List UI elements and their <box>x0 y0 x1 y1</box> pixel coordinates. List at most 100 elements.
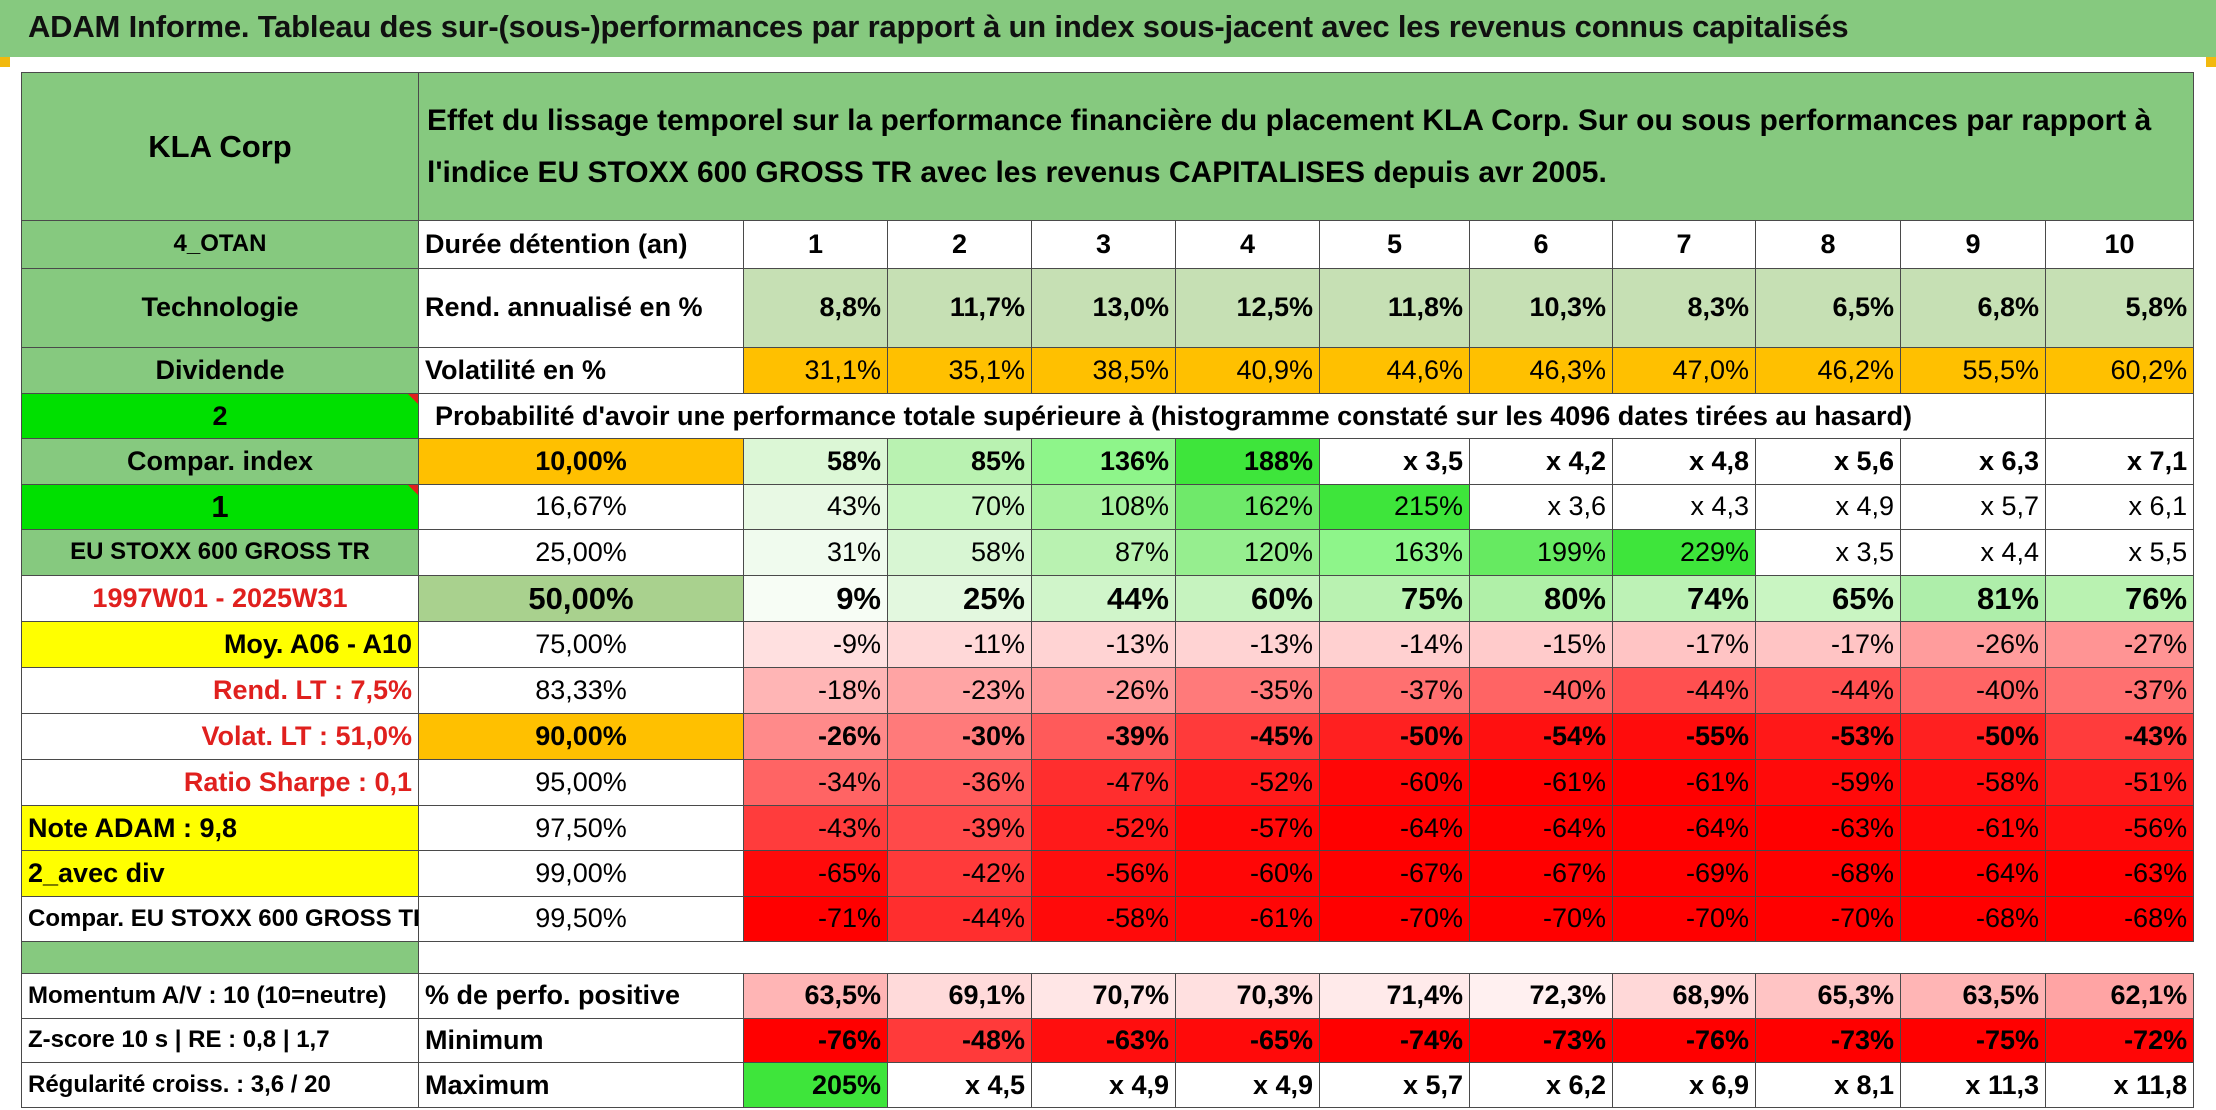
regularite-label: Régularité croiss. : 3,6 / 20 <box>21 1062 419 1108</box>
prob-value: -67% <box>1469 850 1613 898</box>
year-header: 8 <box>1755 220 1901 269</box>
prob-value: 76% <box>2044 574 2195 623</box>
left-label-compar-index: Compar. index <box>21 437 419 485</box>
prob-value: 65% <box>1755 574 1901 623</box>
pos-value: 71,4% <box>1319 973 1470 1019</box>
prob-value: 215% <box>1319 483 1470 531</box>
prob-value: -44% <box>1755 666 1901 714</box>
prob-value: 58% <box>887 529 1032 576</box>
prob-value: -39% <box>1031 712 1176 761</box>
prob-value: 229% <box>1612 529 1756 576</box>
percentile: 99,50% <box>418 896 744 942</box>
prob-value: -26% <box>1031 666 1176 714</box>
max-value: x 6,9 <box>1612 1062 1756 1108</box>
prob-value: -44% <box>887 896 1032 942</box>
max-value: x 4,5 <box>887 1062 1032 1108</box>
percentile: 99,00% <box>418 850 744 898</box>
prob-value: -58% <box>1031 896 1176 942</box>
prob-value: -50% <box>1900 712 2046 761</box>
left-label-avec-div: 2_avec div <box>21 850 419 898</box>
pos-value: 72,3% <box>1469 973 1613 1019</box>
prob-value: -64% <box>1319 804 1470 852</box>
prob-value: x 4,2 <box>1469 437 1613 485</box>
table-description: Effet du lissage temporel sur la perform… <box>417 72 2195 221</box>
vol-label: Volatilité en % <box>418 346 744 395</box>
prob-value: -70% <box>1612 896 1756 942</box>
min-label: Minimum <box>418 1017 744 1064</box>
selector-two: 2 <box>21 393 419 439</box>
prob-value: x 4,9 <box>1755 483 1901 531</box>
prob-value: 136% <box>1031 437 1176 485</box>
prob-value: -17% <box>1612 621 1756 668</box>
max-label: Maximum <box>418 1062 744 1108</box>
vol-value: 55,5% <box>1900 346 2046 395</box>
rend-value: 8,3% <box>1612 267 1756 348</box>
percentile: 95,00% <box>418 759 744 806</box>
prob-value: -42% <box>887 850 1032 898</box>
pos-value: 68,9% <box>1612 973 1756 1019</box>
rend-value: 11,8% <box>1319 267 1470 348</box>
prob-value: -9% <box>743 621 888 668</box>
vol-value: 46,2% <box>1755 346 1901 395</box>
prob-value: -26% <box>1900 621 2046 668</box>
rend-value: 8,8% <box>743 267 888 348</box>
prob-value: -59% <box>1755 759 1901 806</box>
left-label-period: 1997W01 - 2025W31 <box>21 574 419 623</box>
momentum-label: Momentum A/V : 10 (10=neutre) <box>21 973 419 1019</box>
prob-value: -23% <box>887 666 1032 714</box>
prob-value: x 4,3 <box>1612 483 1756 531</box>
prob-value: -47% <box>1031 759 1176 806</box>
vol-value: 46,3% <box>1469 346 1613 395</box>
percentile: 75,00% <box>418 621 744 668</box>
max-value: x 4,9 <box>1175 1062 1320 1108</box>
pos-value: 70,3% <box>1175 973 1320 1019</box>
percentile: 50,00% <box>418 574 744 623</box>
vol-value: 40,9% <box>1175 346 1320 395</box>
prob-value: 108% <box>1031 483 1176 531</box>
prob-value: -34% <box>743 759 888 806</box>
year-header: 6 <box>1469 220 1613 269</box>
pos-label: % de perfo. positive <box>418 973 744 1019</box>
prob-value: -57% <box>1175 804 1320 852</box>
prob-value: 9% <box>743 574 888 623</box>
prob-value: x 3,5 <box>1755 529 1901 576</box>
gap-green <box>21 940 419 975</box>
prob-value: -51% <box>2044 759 2195 806</box>
percentile: 25,00% <box>418 529 744 576</box>
rend-value: 13,0% <box>1031 267 1176 348</box>
rend-value: 12,5% <box>1175 267 1320 348</box>
prob-value: -68% <box>1900 896 2046 942</box>
prob-value: x 5,7 <box>1900 483 2046 531</box>
prob-value: -43% <box>2044 712 2195 761</box>
prob-value: -71% <box>743 896 888 942</box>
prob-value: 60% <box>1175 574 1320 623</box>
vol-value: 35,1% <box>887 346 1032 395</box>
percentile: 16,67% <box>418 483 744 531</box>
prob-value: x 4,8 <box>1612 437 1756 485</box>
prob-value: 87% <box>1031 529 1176 576</box>
prob-value: -70% <box>1469 896 1613 942</box>
min-value: -76% <box>1612 1017 1756 1064</box>
rend-value: 5,8% <box>2044 267 2195 348</box>
left-label-compar-eu: Compar. EU STOXX 600 GROSS TR <box>21 896 419 942</box>
prob-value: -18% <box>743 666 888 714</box>
prob-value: -30% <box>887 712 1032 761</box>
prob-value: 75% <box>1319 574 1470 623</box>
prob-value: 25% <box>887 574 1032 623</box>
prob-value: x 7,1 <box>2044 437 2195 485</box>
prob-value: -37% <box>1319 666 1470 714</box>
rend-value: 6,5% <box>1755 267 1901 348</box>
prob-heading: Probabilité d'avoir une performance tota… <box>418 393 2046 439</box>
min-value: -72% <box>2044 1017 2195 1064</box>
left-label-one: 1 <box>21 483 419 531</box>
prob-value: -67% <box>1319 850 1470 898</box>
prob-value: -53% <box>1755 712 1901 761</box>
max-value: x 5,7 <box>1319 1062 1470 1108</box>
prob-value: -56% <box>2044 804 2195 852</box>
min-value: -73% <box>1469 1017 1613 1064</box>
dividend-label: Dividende <box>21 346 419 395</box>
prob-value: -17% <box>1755 621 1901 668</box>
min-value: -75% <box>1900 1017 2046 1064</box>
prob-value: -63% <box>2044 850 2195 898</box>
prob-value: -68% <box>2044 896 2195 942</box>
